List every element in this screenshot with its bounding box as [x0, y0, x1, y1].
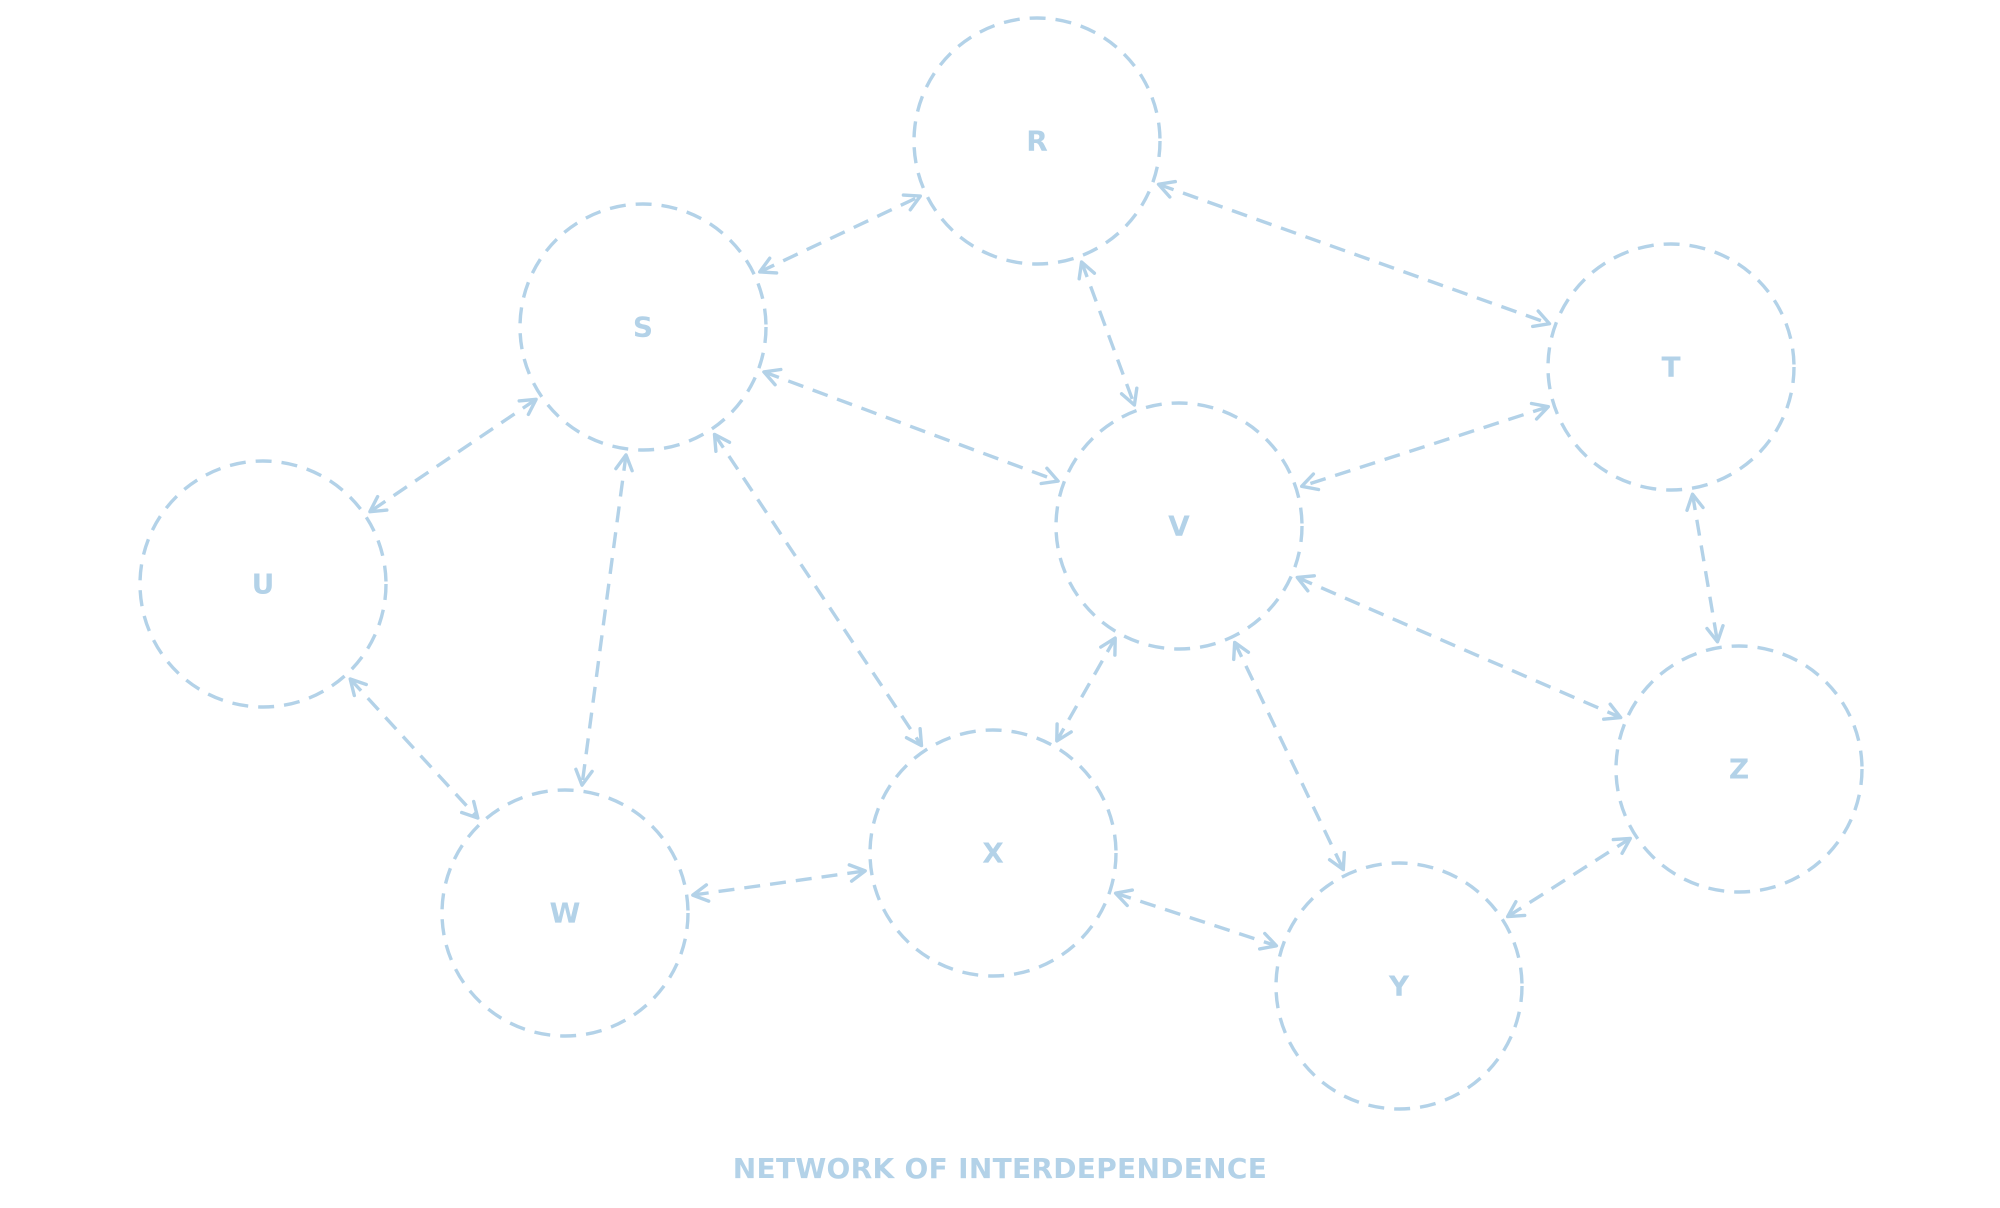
edge-v-y [1232, 640, 1346, 872]
edge-s-w-arrow-to-w [574, 767, 594, 787]
edge-v-x-arrow-to-v [1099, 636, 1117, 657]
edges-layer [348, 179, 1725, 951]
edge-s-u [368, 397, 538, 514]
nodes-layer: R S T U V W X Y Z [138, 16, 1864, 1111]
node-v-circle [1054, 401, 1304, 651]
edge-s-v-line [763, 370, 1059, 483]
edge-u-w-arrow-to-w [460, 799, 480, 820]
edge-v-y-arrow-to-v [1232, 640, 1251, 662]
edge-s-x-line [713, 433, 923, 747]
node-t-label: T [1661, 351, 1680, 384]
edge-s-u-arrow-to-s [517, 397, 538, 417]
node-s: S [518, 202, 768, 452]
node-w-circle [440, 788, 690, 1038]
edge-t-v [1300, 401, 1550, 492]
node-x: X [868, 728, 1118, 978]
node-w-label: W [550, 897, 581, 930]
node-r-label: R [1026, 125, 1048, 158]
edge-r-t [1156, 179, 1552, 329]
edge-r-t-line [1157, 182, 1551, 326]
edge-s-w-arrow-to-s [614, 453, 634, 473]
edge-y-z [1506, 836, 1632, 919]
edge-s-r-arrow-to-r [901, 193, 922, 212]
node-z: Z [1614, 644, 1864, 894]
node-r-circle [912, 16, 1162, 266]
edge-t-z [1685, 492, 1725, 644]
edge-s-v [762, 367, 1060, 486]
edge-v-x-arrow-to-x [1055, 722, 1073, 743]
node-u: U [138, 459, 388, 709]
edge-r-t-arrow-to-t [1531, 309, 1552, 329]
node-s-label: S [633, 311, 653, 344]
edge-t-z-arrow-to-z [1705, 624, 1725, 644]
edge-t-z-line [1690, 493, 1720, 643]
node-v: V [1054, 401, 1304, 651]
node-t: T [1546, 242, 1796, 492]
edge-s-x [712, 432, 924, 748]
edge-x-y-arrow-to-y [1258, 931, 1279, 951]
node-w: W [440, 788, 690, 1038]
edge-s-u-line [368, 397, 538, 514]
edge-s-w [574, 453, 634, 787]
edge-w-x-arrow-to-x [847, 863, 867, 883]
edge-v-z-arrow-to-z [1602, 702, 1623, 721]
edge-s-v-arrow-to-v [1039, 466, 1060, 486]
node-y-label: Y [1388, 970, 1410, 1003]
edge-r-t-arrow-to-r [1156, 179, 1177, 199]
edge-x-y [1113, 888, 1279, 951]
node-z-circle [1614, 644, 1864, 894]
edge-w-x-line [692, 869, 866, 897]
node-t-circle [1546, 242, 1796, 492]
node-v-label: V [1168, 510, 1190, 543]
edge-v-y-line [1233, 641, 1345, 871]
node-u-label: U [252, 568, 275, 601]
edge-r-v-line [1080, 261, 1136, 406]
edge-v-z [1295, 574, 1623, 721]
edge-s-x-arrow-to-x [904, 727, 924, 748]
edge-t-v-line [1301, 405, 1549, 488]
edge-y-z-arrow-to-y [1506, 900, 1527, 919]
edge-s-r [758, 193, 922, 275]
edge-s-w-line [580, 454, 628, 786]
edge-s-r-arrow-to-s [758, 256, 779, 275]
edge-y-z-arrow-to-z [1611, 836, 1632, 855]
edge-s-u-arrow-to-u [368, 494, 389, 514]
edge-r-v-arrow-to-r [1077, 260, 1097, 281]
edge-t-z-arrow-to-t [1685, 492, 1705, 512]
node-r: R [912, 16, 1162, 266]
edge-t-v-arrow-to-t [1529, 401, 1550, 421]
node-u-circle [138, 459, 388, 709]
edge-s-x-arrow-to-s [712, 432, 732, 453]
edge-v-x-line [1055, 637, 1117, 742]
edge-u-w [348, 677, 480, 820]
edge-t-v-arrow-to-v [1300, 472, 1321, 492]
edge-r-v [1077, 260, 1139, 407]
node-y: Y [1274, 861, 1524, 1111]
edge-s-r-line [758, 194, 922, 274]
edge-v-y-arrow-to-y [1327, 850, 1346, 872]
edge-s-v-arrow-to-s [762, 367, 783, 387]
node-s-circle [518, 202, 768, 452]
node-x-label: X [982, 837, 1004, 870]
node-x-circle [868, 728, 1118, 978]
edge-r-v-arrow-to-v [1119, 386, 1139, 407]
edge-x-y-arrow-to-x [1113, 888, 1134, 908]
edge-u-w-arrow-to-u [348, 677, 368, 698]
edge-v-z-arrow-to-v [1295, 574, 1316, 593]
edge-y-z-line [1506, 836, 1632, 919]
edge-x-y-line [1115, 891, 1277, 948]
diagram-caption: NETWORK OF INTERDEPENDENCE [732, 1152, 1268, 1185]
edge-u-w-line [348, 677, 480, 820]
node-y-circle [1274, 861, 1524, 1111]
edge-w-x [691, 863, 867, 903]
edge-v-z-line [1296, 575, 1622, 720]
edge-v-x [1055, 636, 1117, 743]
node-z-label: Z [1729, 753, 1749, 786]
edge-w-x-arrow-to-w [691, 883, 711, 903]
